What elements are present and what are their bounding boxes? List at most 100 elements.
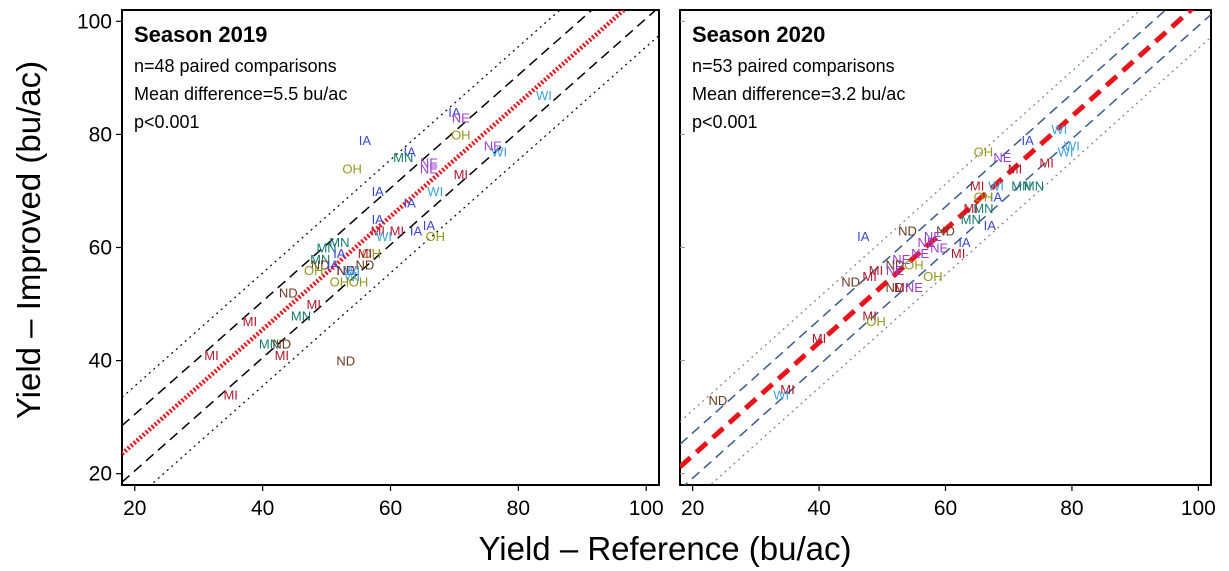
data-point-oh: OH	[974, 144, 994, 159]
data-point-wi: WI	[536, 88, 552, 103]
data-point-wi: WI	[491, 144, 507, 159]
panel-annotation: p<0.001	[692, 112, 758, 132]
data-point-ia: IA	[359, 133, 372, 148]
y-tick-label: 60	[89, 237, 112, 260]
data-point-oh: OH	[866, 314, 886, 329]
data-point-mn: MN	[973, 201, 993, 216]
data-point-ne: NE	[886, 263, 904, 278]
data-point-mi: MI	[454, 167, 468, 182]
x-tick-label: 20	[681, 497, 704, 520]
x-tick-label: 40	[807, 497, 830, 520]
data-point-wi: WI	[988, 178, 1004, 193]
y-tick-label: 20	[89, 463, 112, 486]
data-point-nd: ND	[279, 286, 298, 301]
data-point-oh: OH	[362, 246, 382, 261]
data-point-mi: MI	[894, 280, 908, 295]
panel-title: Season 2019	[134, 22, 267, 47]
data-point-ia: IA	[410, 224, 423, 239]
data-point-mi: MI	[204, 348, 218, 363]
data-point-mi: MI	[358, 246, 372, 261]
data-point-oh: OH	[342, 161, 362, 176]
y-axis-title: Yield – Improved (bu/ac)	[10, 61, 47, 419]
y-tick-label: 40	[89, 350, 112, 373]
x-tick-label: 20	[123, 497, 146, 520]
data-point-mi: MI	[370, 224, 384, 239]
data-point-oh: OH	[349, 274, 369, 289]
data-point-oh: OH	[904, 257, 924, 272]
panel-annotation: n=48 paired comparisons	[134, 56, 337, 76]
data-point-mn: MN	[1011, 178, 1031, 193]
data-point-mi: MI	[862, 269, 876, 284]
data-point-mn: MN	[316, 241, 336, 256]
data-point-mi: MI	[307, 297, 321, 312]
data-point-mn: MN	[291, 308, 311, 323]
data-point-ne: NE	[337, 263, 355, 278]
data-point-nd: ND	[336, 354, 355, 369]
data-point-ia: IA	[404, 144, 417, 159]
data-point-nd: ND	[841, 274, 860, 289]
data-point-ne: NE	[452, 110, 470, 125]
data-point-mn: MN	[329, 235, 349, 250]
data-point-ne: NE	[918, 235, 936, 250]
x-tick-label: 100	[1181, 497, 1216, 520]
x-tick-label: 80	[507, 497, 530, 520]
panel-annotation: n=53 paired comparisons	[692, 56, 895, 76]
plot-frame	[679, 9, 1212, 486]
data-point-wi: WI	[773, 388, 789, 403]
data-point-ne: NE	[924, 229, 942, 244]
data-point-ia: IA	[372, 212, 385, 227]
data-point-nd: ND	[311, 257, 330, 272]
data-point-mi: MI	[862, 308, 876, 323]
data-point-ne: NE	[892, 252, 910, 267]
data-point-nd: ND	[898, 224, 917, 239]
panel-annotation: Mean difference=3.2 bu/ac	[692, 84, 905, 104]
reference-line	[683, 13, 1211, 485]
data-point-mi: MI	[1039, 156, 1053, 171]
plot-frame	[121, 9, 660, 486]
data-point-wi: WI	[344, 263, 360, 278]
data-point-mi: MI	[869, 263, 883, 278]
data-point-nd: ND	[709, 393, 728, 408]
data-point-ia: IA	[857, 229, 870, 244]
data-point-mn: MN	[1024, 178, 1044, 193]
data-point-ia: IA	[448, 105, 461, 120]
data-point-nd: ND	[356, 257, 375, 272]
data-point-oh: OH	[304, 263, 324, 278]
data-point-oh: OH	[426, 229, 446, 244]
x-tick-label: 80	[1060, 497, 1083, 520]
reference-line	[122, 10, 628, 456]
data-point-mi: MI	[243, 314, 257, 329]
data-point-wi: WI	[1058, 144, 1074, 159]
data-point-oh: OH	[923, 269, 943, 284]
data-point-wi: WI	[344, 269, 360, 284]
data-point-ne: NE	[905, 280, 923, 295]
data-point-mi: MI	[223, 388, 237, 403]
data-point-ia: IA	[1022, 133, 1035, 148]
data-point-wi: WI	[1064, 139, 1080, 154]
data-point-ia: IA	[372, 184, 385, 199]
data-point-oh: OH	[330, 274, 350, 289]
data-point-wi: WI	[427, 184, 443, 199]
data-point-oh: OH	[974, 190, 994, 205]
data-point-ne: NE	[420, 156, 438, 171]
data-point-nd: ND	[886, 280, 905, 295]
data-point-ia: IA	[404, 195, 417, 210]
data-point-mi: MI	[964, 201, 978, 216]
data-point-mn: MN	[961, 212, 981, 227]
data-point-mn: MN	[310, 252, 330, 267]
data-point-ne: NE	[420, 161, 438, 176]
data-point-ia: IA	[958, 235, 971, 250]
x-tick-label: 60	[934, 497, 957, 520]
data-point-ia: IA	[984, 218, 997, 233]
data-point-nd: ND	[886, 257, 905, 272]
data-point-ne: NE	[911, 246, 929, 261]
y-tick-label: 100	[77, 10, 112, 33]
data-point-wi: WI	[1051, 122, 1067, 137]
data-point-ne: NE	[484, 139, 502, 154]
data-point-mi: MI	[275, 348, 289, 363]
data-point-mn: MN	[259, 337, 279, 352]
data-point-wi: WI	[376, 229, 392, 244]
x-axis-title: Yield – Reference (bu/ac)	[479, 530, 852, 567]
